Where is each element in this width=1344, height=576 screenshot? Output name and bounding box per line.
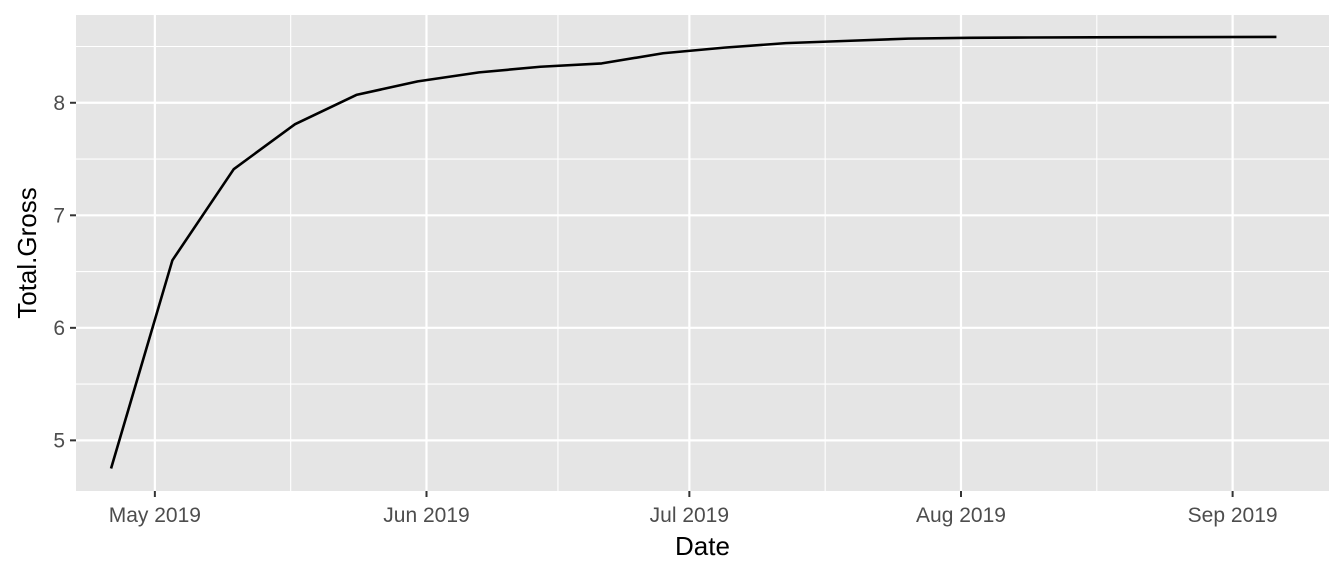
x-tick-label: Jul 2019	[650, 504, 729, 527]
x-axis-title: Date	[675, 531, 730, 561]
y-axis: 5 6 7 8	[53, 92, 76, 452]
x-tick-label: Sep 2019	[1188, 504, 1278, 527]
y-tick-label: 7	[53, 204, 65, 227]
y-axis-title: Total.Gross	[12, 187, 42, 319]
y-tick-label: 5	[53, 429, 65, 452]
y-tick-label: 6	[53, 317, 65, 340]
y-tick-label: 8	[53, 92, 65, 115]
x-tick-label: Aug 2019	[916, 504, 1006, 527]
series-layer	[109, 35, 1277, 469]
grid-lines	[76, 15, 1329, 491]
plot-panel	[76, 15, 1329, 491]
x-axis: May 2019 Jun 2019 Jul 2019 Aug 2019 Sep 2019	[109, 491, 1278, 527]
series-line	[109, 35, 1277, 469]
x-tick-label: Jun 2019	[383, 504, 469, 527]
plot-panel-group	[76, 15, 1329, 491]
x-tick-label: May 2019	[109, 504, 201, 527]
